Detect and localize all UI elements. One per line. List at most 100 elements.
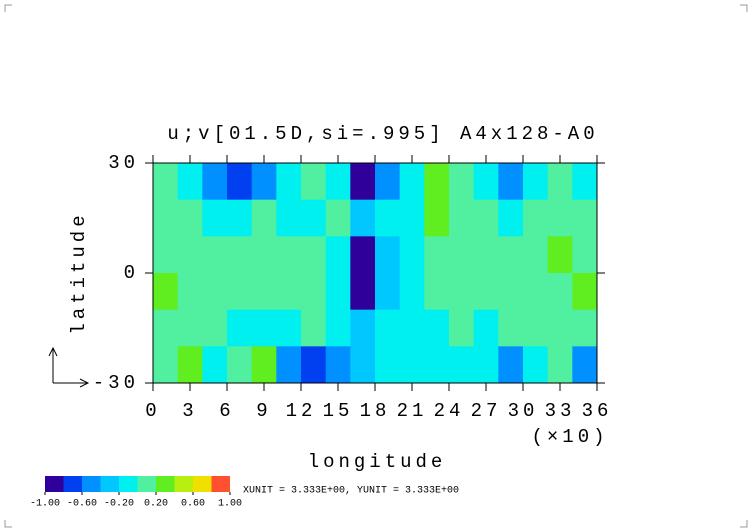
colorbar-swatch [156, 476, 175, 492]
x-tick-label: 15 [323, 400, 354, 422]
contour-cell [375, 236, 401, 274]
contour-cell [424, 236, 450, 274]
contour-cell [498, 273, 524, 311]
contour-cell [227, 346, 253, 384]
contour-cell [251, 199, 277, 237]
x-tick-label: 0 [145, 400, 160, 422]
contour-cell [153, 309, 179, 347]
contour-cell [449, 309, 475, 347]
contour-cell [449, 199, 475, 237]
contour-cell [202, 273, 228, 311]
x-tick-label: 24 [434, 400, 465, 422]
contour-cell [547, 309, 573, 347]
y-tick-label: 30 [108, 152, 139, 174]
contour-cell [202, 309, 228, 347]
contour-cell [227, 163, 253, 201]
x-tick-label: 18 [360, 400, 391, 422]
contour-cell [498, 346, 524, 384]
colorbar-swatch [45, 476, 64, 492]
contour-cell [399, 199, 425, 237]
contour-cell [350, 273, 376, 311]
unit-note: XUNIT = 3.333E+00, YUNIT = 3.333E+00 [243, 486, 459, 497]
contour-cell [276, 309, 302, 347]
contour-cell [350, 199, 376, 237]
contour-cell [276, 163, 302, 201]
contour-cell [301, 346, 327, 384]
contour-cell [153, 236, 179, 274]
y-tick-label: 0 [124, 262, 139, 284]
contour-cell [202, 163, 228, 201]
contour-cell [276, 199, 302, 237]
contour-cell [473, 199, 499, 237]
contour-cell [523, 163, 549, 201]
contour-cell [251, 236, 277, 274]
contour-cell [424, 163, 450, 201]
contour-cell [301, 163, 327, 201]
contour-cell [399, 236, 425, 274]
contour-cell [153, 346, 179, 384]
contour-cell [572, 273, 598, 311]
contour-cell [202, 199, 228, 237]
x-tick-label: 9 [256, 400, 271, 422]
y-tick-label: -30 [93, 372, 139, 394]
contour-cell [399, 273, 425, 311]
contour-cell [498, 163, 524, 201]
colorbar-swatch [63, 476, 82, 492]
contour-cell [202, 346, 228, 384]
contour-cell [424, 346, 450, 384]
contour-cell [325, 309, 351, 347]
contour-cell [523, 273, 549, 311]
contour-cell [399, 309, 425, 347]
contour-cell [375, 309, 401, 347]
contour-cell [572, 236, 598, 274]
colorbar-swatch [100, 476, 119, 492]
contour-cell [572, 346, 598, 384]
contour-cell [325, 199, 351, 237]
contour-cell [547, 346, 573, 384]
colorbar-swatch [119, 476, 138, 492]
contour-cell [449, 163, 475, 201]
x-tick-label: 27 [471, 400, 502, 422]
colorbar-tick-label: 1.00 [218, 499, 242, 510]
contour-cell [498, 236, 524, 274]
contour-cell [227, 236, 253, 274]
contour-cell [251, 309, 277, 347]
contour-cell [572, 163, 598, 201]
colorbar-swatch [211, 476, 230, 492]
contour-cell [202, 236, 228, 274]
contour-cell [227, 199, 253, 237]
contour-cell [350, 309, 376, 347]
colorbar-tick-label: 0.60 [181, 499, 205, 510]
contour-cell [449, 236, 475, 274]
contour-cell [153, 273, 179, 311]
x-tick-label: 21 [397, 400, 428, 422]
contour-cell [325, 236, 351, 274]
contour-cell [325, 163, 351, 201]
x-tick-label: 3 [182, 400, 197, 422]
contour-cell [375, 199, 401, 237]
contour-cell [375, 163, 401, 201]
contour-cell [251, 346, 277, 384]
contour-cell [276, 236, 302, 274]
x-tick-label: 33 [545, 400, 576, 422]
colorbar-swatch [174, 476, 193, 492]
contour-cell [350, 163, 376, 201]
contour-cell [473, 236, 499, 274]
contour-cell [251, 163, 277, 201]
contour-cell [227, 309, 253, 347]
contour-cell [325, 346, 351, 384]
contour-cell [449, 273, 475, 311]
contour-cell [547, 163, 573, 201]
contour-cell [473, 273, 499, 311]
contour-cell [473, 309, 499, 347]
contour-cell [375, 346, 401, 384]
contour-cell [449, 346, 475, 384]
contour-cell [498, 309, 524, 347]
contour-cell [177, 346, 203, 384]
x-scale-label: (×10) [531, 426, 608, 448]
contour-field [153, 163, 598, 384]
contour-cell [424, 273, 450, 311]
colorbar-tick-label: -0.60 [67, 499, 97, 510]
contour-cell [523, 236, 549, 274]
